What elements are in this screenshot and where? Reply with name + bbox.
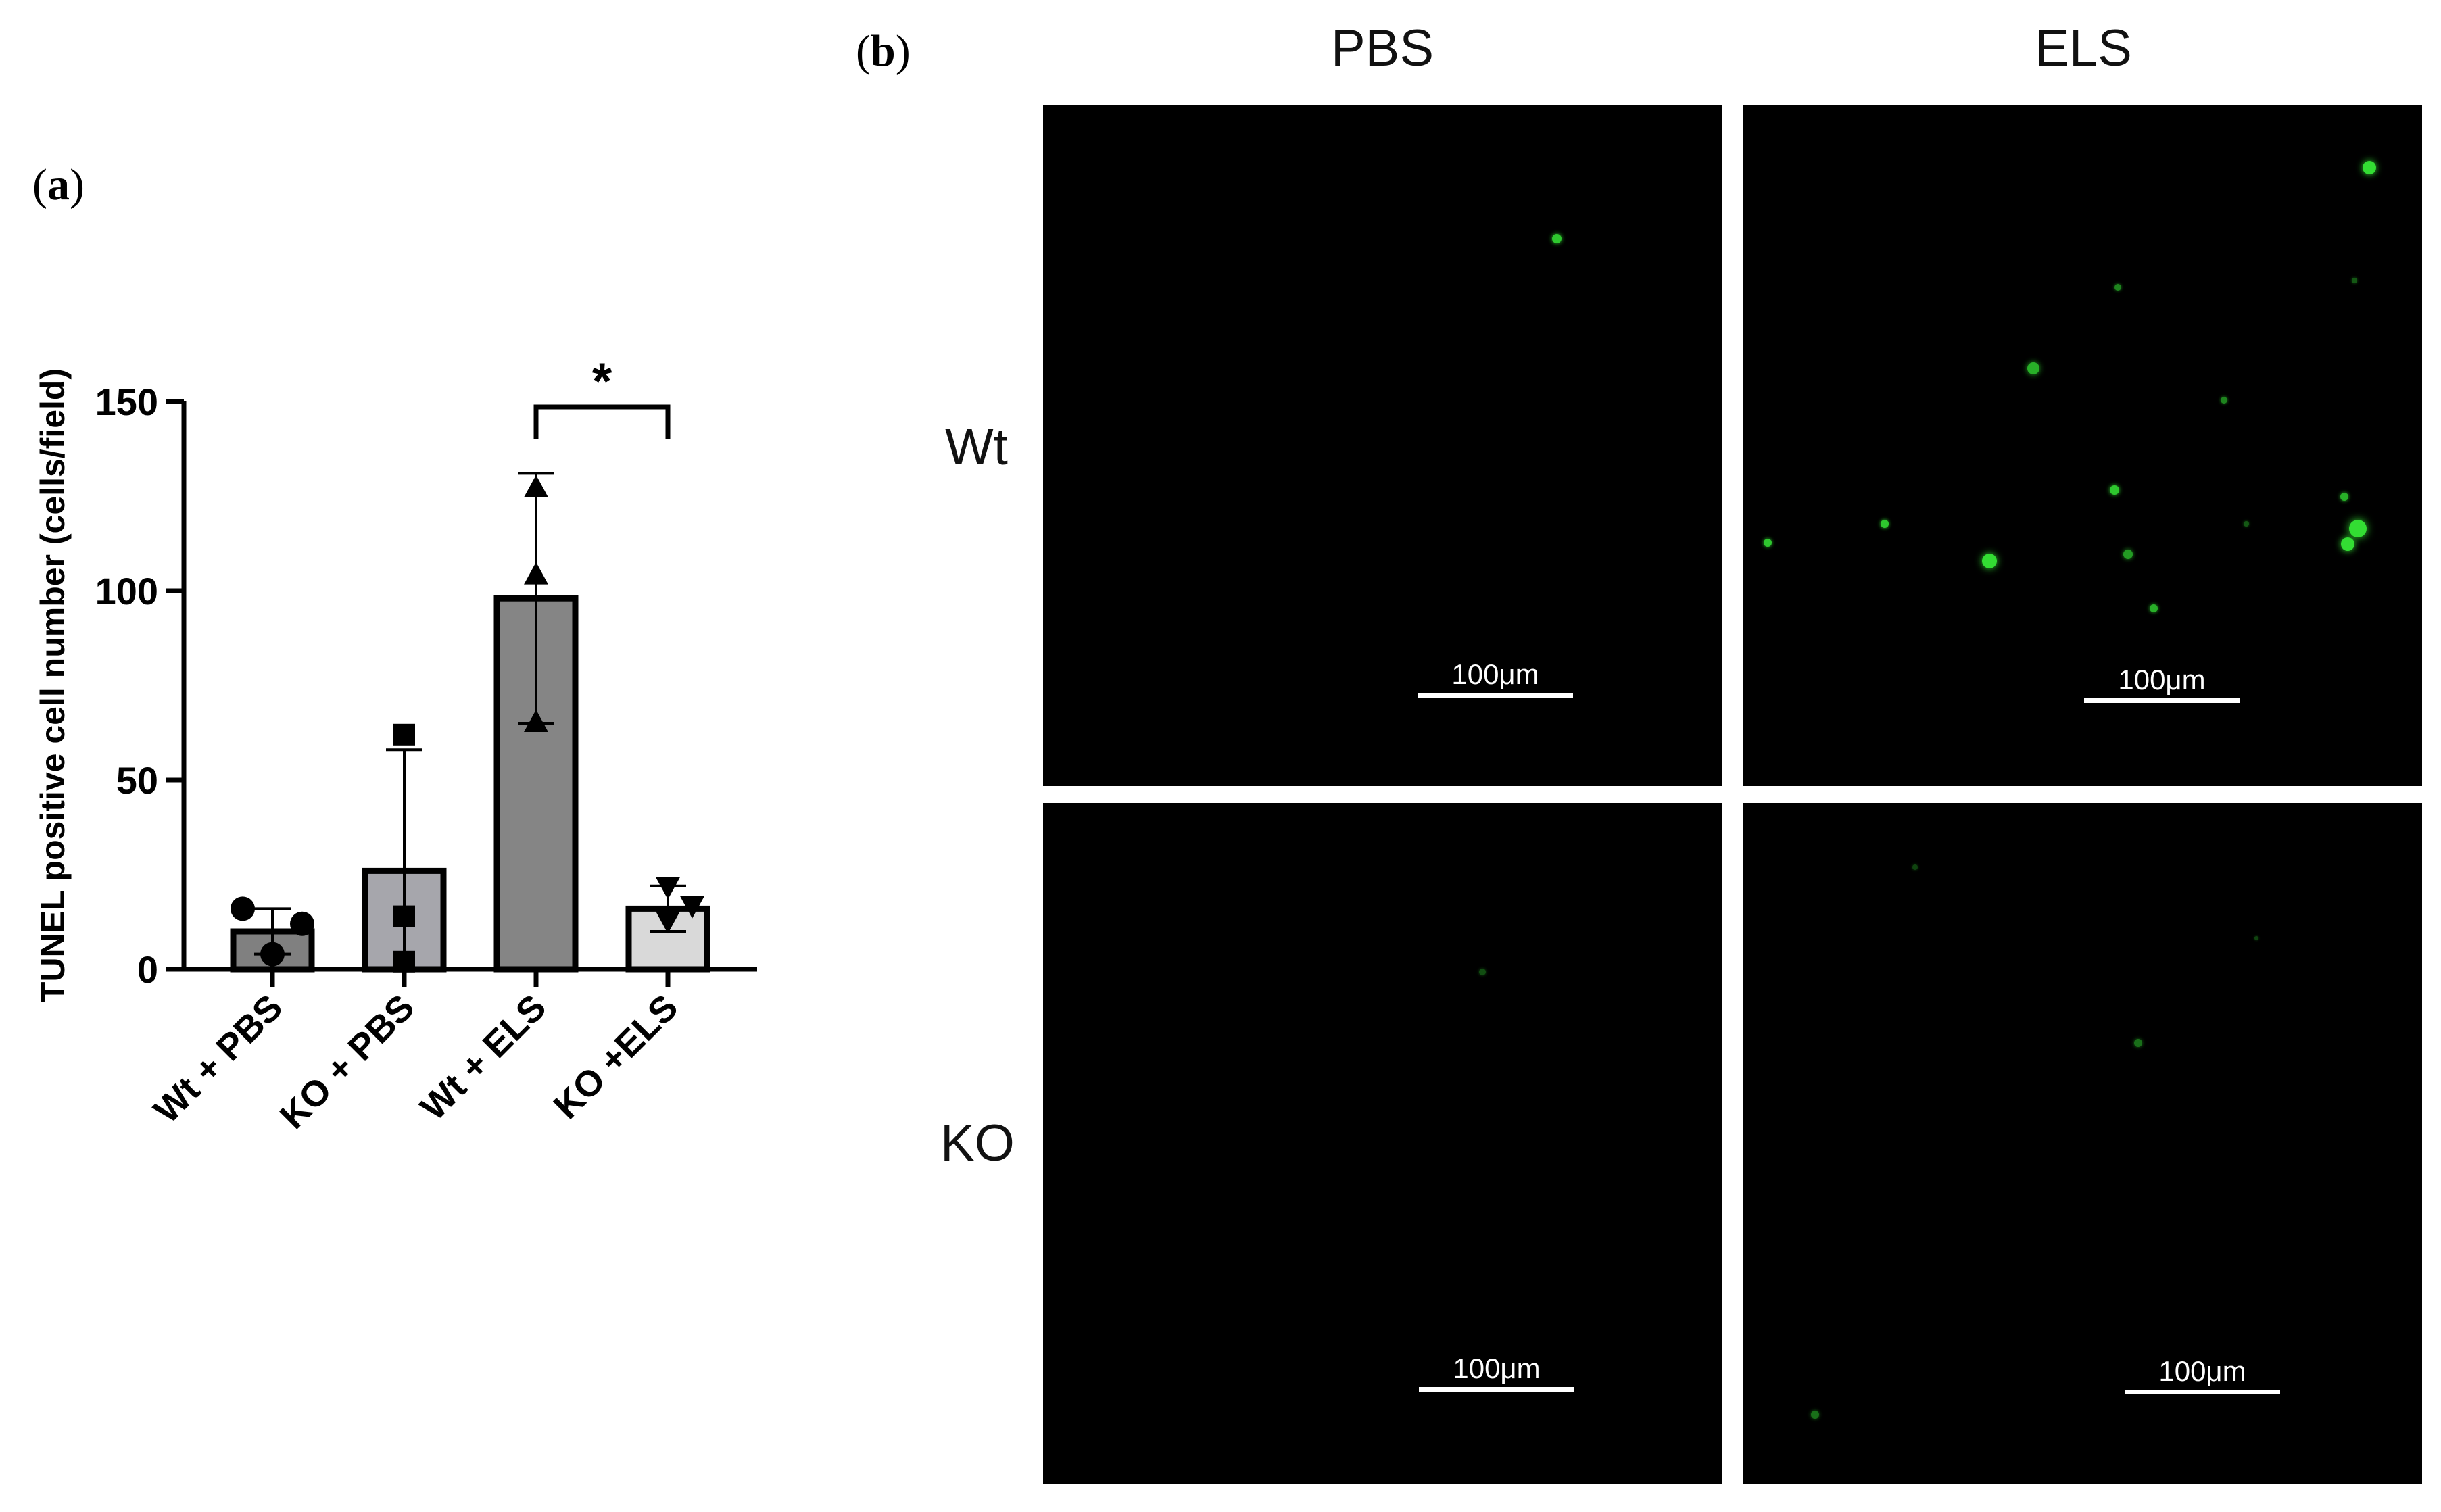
- scale-bar: [1419, 1387, 1574, 1392]
- micrograph-wt-pbs: 100μm: [1043, 105, 1722, 786]
- data-point: [524, 474, 548, 497]
- fluorescent-spot: [1912, 864, 1918, 870]
- panel-a-label: (a): [32, 160, 84, 210]
- fluorescent-spot: [1881, 520, 1889, 528]
- fluorescent-spot: [1479, 969, 1486, 975]
- data-point: [260, 942, 285, 967]
- micrograph-ko-els: 100μm: [1743, 803, 2422, 1484]
- data-point: [524, 562, 548, 585]
- y-axis-label: TUNEL positive cell number (cells/field): [34, 368, 72, 1002]
- significance-label: *: [592, 353, 612, 410]
- data-point: [524, 710, 548, 732]
- data-point: [231, 896, 255, 921]
- data-point: [656, 877, 680, 900]
- data-point: [393, 723, 415, 746]
- fluorescent-spot: [1764, 539, 1772, 547]
- column-header-pbs: PBS: [1330, 20, 1434, 77]
- column-header-els: ELS: [2035, 20, 2132, 77]
- data-point: [393, 905, 415, 927]
- fluorescent-spot: [2349, 520, 2367, 537]
- y-tick-label: 150: [95, 381, 158, 423]
- fluorescent-spot: [2340, 493, 2348, 501]
- scale-bar-label: 100μm: [2118, 664, 2206, 696]
- fluorescent-spot: [2341, 537, 2354, 551]
- micrograph-wt-els: 100μm: [1743, 105, 2422, 786]
- scale-bar: [2125, 1390, 2280, 1394]
- fluorescent-spot: [2221, 397, 2227, 404]
- data-point: [680, 896, 704, 919]
- x-tick-label: KO + PBS: [272, 987, 422, 1137]
- micrograph-ko-pbs: 100μm: [1043, 803, 1722, 1484]
- y-tick-label: 50: [116, 759, 158, 802]
- fluorescent-spot: [2244, 521, 2249, 527]
- data-point: [393, 950, 415, 973]
- row-label-ko: KO: [940, 1115, 1015, 1172]
- x-tick-label: KO +ELS: [546, 987, 686, 1127]
- y-tick-label: 0: [137, 948, 158, 991]
- fluorescent-spot: [1811, 1411, 1819, 1419]
- fluorescent-spot: [2134, 1039, 2142, 1047]
- scale-bar: [2084, 698, 2240, 703]
- fluorescent-spot: [2150, 604, 2158, 612]
- scale-bar: [1418, 693, 1573, 698]
- scale-bar-label: 100μm: [1453, 1352, 1541, 1384]
- x-tick-label: Wt + ELS: [413, 987, 554, 1128]
- row-label-wt: Wt: [945, 418, 1008, 476]
- scale-bar-label: 100μm: [2158, 1355, 2246, 1387]
- fluorescent-spot: [2254, 936, 2258, 940]
- fluorescent-spot: [1982, 554, 1997, 568]
- fluorescent-spot: [2123, 550, 2133, 559]
- y-tick-label: 100: [95, 570, 158, 612]
- bar-chart: 0 50 100 150 * TUNEL positive cell number (…: [34, 353, 757, 1137]
- fluorescent-spot: [2352, 278, 2357, 283]
- fluorescent-spot: [2363, 161, 2376, 174]
- fluorescent-spot: [2110, 485, 2119, 495]
- fluorescent-spot: [1552, 234, 1562, 243]
- data-point: [290, 911, 314, 936]
- significance-bracket: [533, 404, 671, 439]
- data-point: [656, 911, 680, 934]
- scale-bar-label: 100μm: [1451, 658, 1539, 690]
- panel-b-label: (b): [856, 26, 911, 76]
- x-tick-label: Wt + PBS: [146, 987, 290, 1131]
- fluorescent-spot: [2114, 284, 2121, 291]
- fluorescent-spot: [2027, 362, 2039, 374]
